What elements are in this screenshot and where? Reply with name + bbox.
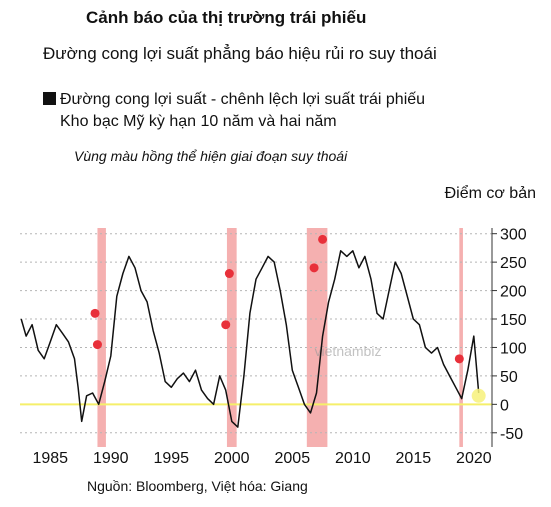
y-tick-label: 100 [500,340,527,357]
signal-marker [309,263,319,273]
recession-band [97,228,106,447]
signal-marker [221,320,231,330]
signal-marker [224,269,234,279]
y-tick-label: 0 [500,397,509,414]
current-point-marker [471,388,486,403]
x-tick-label: 2010 [335,450,371,467]
legend-swatch [43,92,56,105]
legend: Đường cong lợi suất - chênh lệch lợi suấ… [43,89,425,133]
signal-marker [92,340,102,350]
y-unit-label: Điểm cơ bản [444,185,536,202]
chart-subtitle: Đường cong lợi suất phẳng báo hiệu rủi r… [43,44,437,63]
recession-band [306,228,328,447]
x-tick-label: 2020 [456,450,492,467]
y-tick-label: 150 [500,312,527,329]
legend-line-1: Đường cong lợi suất - chênh lệch lợi suấ… [43,89,425,111]
signal-marker [90,308,100,318]
recession-band [226,228,237,447]
y-tick-label: 200 [500,284,527,301]
source-note: Nguồn: Bloomberg, Việt hóa: Giang [87,478,308,494]
y-tick-label: 250 [500,255,527,272]
x-tick-label: 1995 [153,450,189,467]
x-tick-label: 2005 [275,450,311,467]
y-tick-label: 300 [500,227,527,244]
signal-marker [318,234,328,244]
x-tick-label: 1990 [93,450,129,467]
signal-marker [454,354,464,364]
x-tick-label: 2015 [396,450,432,467]
series-line [20,250,480,428]
recession-band [459,228,463,447]
x-tick-label: 2000 [214,450,250,467]
y-tick-label: -50 [500,426,523,443]
y-tick-label: 50 [500,369,518,386]
watermark: vietnambiz [315,343,382,359]
x-tick-label: 1985 [32,450,68,467]
chart-title: Cảnh báo của thị trường trái phiếu [86,8,367,27]
recession-annotation: Vùng màu hồng thể hiện giai đoạn suy tho… [74,148,348,164]
legend-line-2: Kho bạc Mỹ kỳ hạn 10 năm và hai năm [60,113,337,130]
legend-text-1: Đường cong lợi suất - chênh lệch lợi suấ… [60,91,426,108]
